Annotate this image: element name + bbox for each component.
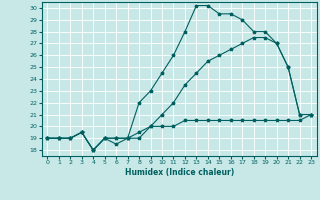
X-axis label: Humidex (Indice chaleur): Humidex (Indice chaleur) [124,168,234,177]
